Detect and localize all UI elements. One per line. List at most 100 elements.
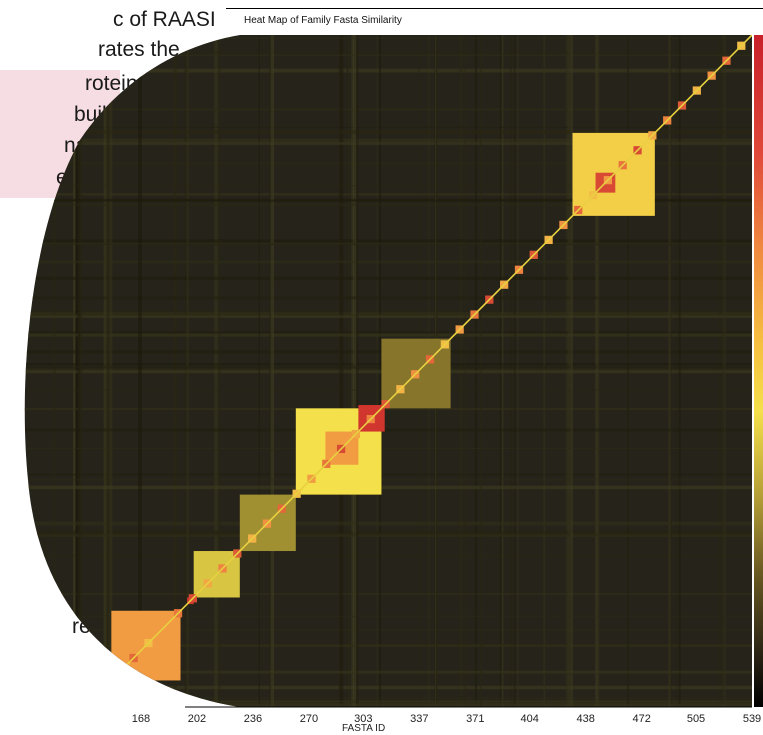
heatmap-streak bbox=[722, 35, 724, 707]
heatmap-streak bbox=[80, 35, 83, 707]
heatmap-streak bbox=[24, 185, 752, 187]
heatmap-streak bbox=[24, 407, 752, 411]
heatmap-streak bbox=[24, 521, 752, 526]
x-tick-label: 303 bbox=[354, 713, 373, 725]
heatmap-streak bbox=[513, 35, 516, 707]
heatmap-streak bbox=[138, 35, 142, 707]
heatmap-streak bbox=[24, 51, 752, 54]
heatmap-streak bbox=[24, 670, 752, 673]
heatmap-streak bbox=[24, 554, 752, 557]
heatmap-streak bbox=[258, 35, 260, 707]
heatmap-streak bbox=[24, 363, 752, 366]
heatmap-streak bbox=[53, 35, 56, 707]
heatmap-streak bbox=[356, 35, 359, 707]
heatmap-streak bbox=[24, 276, 752, 281]
heatmap-streak bbox=[24, 350, 752, 354]
heatmap-streak bbox=[186, 35, 189, 707]
x-tick-label: 472 bbox=[632, 713, 651, 725]
heatmap-streak bbox=[669, 35, 672, 707]
heatmap-streak bbox=[352, 35, 357, 707]
heatmap-streak bbox=[24, 198, 752, 201]
heatmap-streak bbox=[24, 260, 752, 264]
heatmap-streak bbox=[24, 138, 752, 142]
heatmap-streak bbox=[626, 35, 629, 707]
x-tick-label: 539 bbox=[742, 713, 762, 725]
heatmap-streak bbox=[78, 35, 80, 707]
x-tick-label: 505 bbox=[686, 713, 706, 725]
heatmap-streak bbox=[24, 108, 752, 111]
heatmap-area bbox=[15, 35, 753, 707]
top-rule bbox=[226, 8, 763, 9]
heatmap-streak bbox=[106, 35, 110, 707]
heatmap-streak bbox=[24, 194, 752, 196]
heatmap-streak bbox=[24, 697, 752, 700]
diagonal-block bbox=[114, 668, 123, 678]
heatmap-streak bbox=[24, 370, 752, 374]
heatmap-streak bbox=[24, 447, 752, 449]
heatmap-streak bbox=[24, 315, 752, 319]
heatmap-diagonal bbox=[84, 35, 753, 707]
heatmap-streak bbox=[108, 35, 113, 707]
heatmap-streak bbox=[678, 35, 681, 707]
diagonal-block bbox=[85, 698, 94, 707]
heatmap-streak bbox=[24, 685, 752, 690]
text-line: c of RAASI bbox=[113, 8, 216, 31]
text-line: rates the bbox=[98, 38, 180, 61]
heatmap-cluster bbox=[85, 680, 112, 707]
x-tick-label: 337 bbox=[410, 713, 429, 725]
heatmap-streak bbox=[24, 629, 752, 631]
heatmap-streak bbox=[517, 35, 519, 707]
heatmap-streak bbox=[20, 35, 23, 707]
x-tick-label: 371 bbox=[466, 713, 485, 725]
heatmap-streak bbox=[595, 35, 598, 707]
heatmap-streak bbox=[24, 142, 752, 145]
heatmap-streak bbox=[24, 54, 752, 57]
heatmap-streak bbox=[24, 389, 752, 391]
heatmap-streak bbox=[24, 68, 752, 73]
heatmap-streak bbox=[24, 130, 752, 134]
heatmap-streak bbox=[24, 37, 752, 39]
heatmap-streak bbox=[24, 203, 752, 206]
heatmap-streak bbox=[21, 35, 23, 707]
heatmap-streak bbox=[24, 644, 752, 648]
chart-title: Heat Map of Family Fasta Similarity bbox=[244, 15, 402, 26]
x-tick-label: 202 bbox=[187, 713, 207, 725]
heatmap-streak bbox=[568, 35, 571, 707]
heatmap-streak bbox=[24, 479, 752, 481]
heatmap-streak bbox=[24, 243, 752, 245]
heatmap-streak bbox=[218, 35, 221, 707]
heatmap-streak bbox=[479, 35, 482, 707]
heatmap-streak bbox=[339, 35, 344, 707]
heatmap-streak bbox=[24, 162, 752, 165]
heatmap-streak bbox=[24, 473, 752, 476]
heatmap-streak bbox=[723, 35, 726, 707]
x-tick-label: 438 bbox=[576, 713, 595, 725]
heatmap-streak bbox=[15, 35, 17, 707]
heatmap-streak bbox=[24, 703, 752, 707]
heatmap-streak bbox=[270, 35, 275, 707]
heatmap-streak bbox=[24, 672, 752, 675]
x-tick-label: 270 bbox=[299, 713, 319, 725]
heatmap-streak bbox=[24, 700, 752, 703]
heatmap-streak bbox=[570, 35, 573, 707]
diagonal-block bbox=[99, 683, 109, 693]
heatmap-streak bbox=[24, 593, 752, 595]
heatmap-streak bbox=[24, 428, 752, 432]
heatmap-streak bbox=[24, 312, 752, 315]
heatmap-streak bbox=[24, 485, 752, 490]
heatmap-streak bbox=[24, 239, 752, 243]
heatmap-streak bbox=[24, 365, 752, 369]
heatmap-streak bbox=[24, 534, 752, 537]
x-axis-label: FASTA ID bbox=[342, 723, 386, 734]
color-scale-bar bbox=[754, 35, 763, 707]
heatmap-streak bbox=[597, 35, 600, 707]
heatmap-streak bbox=[464, 35, 466, 707]
text-line: e bbox=[56, 166, 68, 189]
heatmap-streak bbox=[24, 615, 752, 617]
x-tick-label: 404 bbox=[520, 713, 539, 725]
x-tick-label: 168 bbox=[131, 713, 151, 725]
heatmap-streak bbox=[24, 199, 752, 202]
heatmap-streak bbox=[24, 296, 752, 300]
x-tick-label: 236 bbox=[243, 713, 263, 725]
